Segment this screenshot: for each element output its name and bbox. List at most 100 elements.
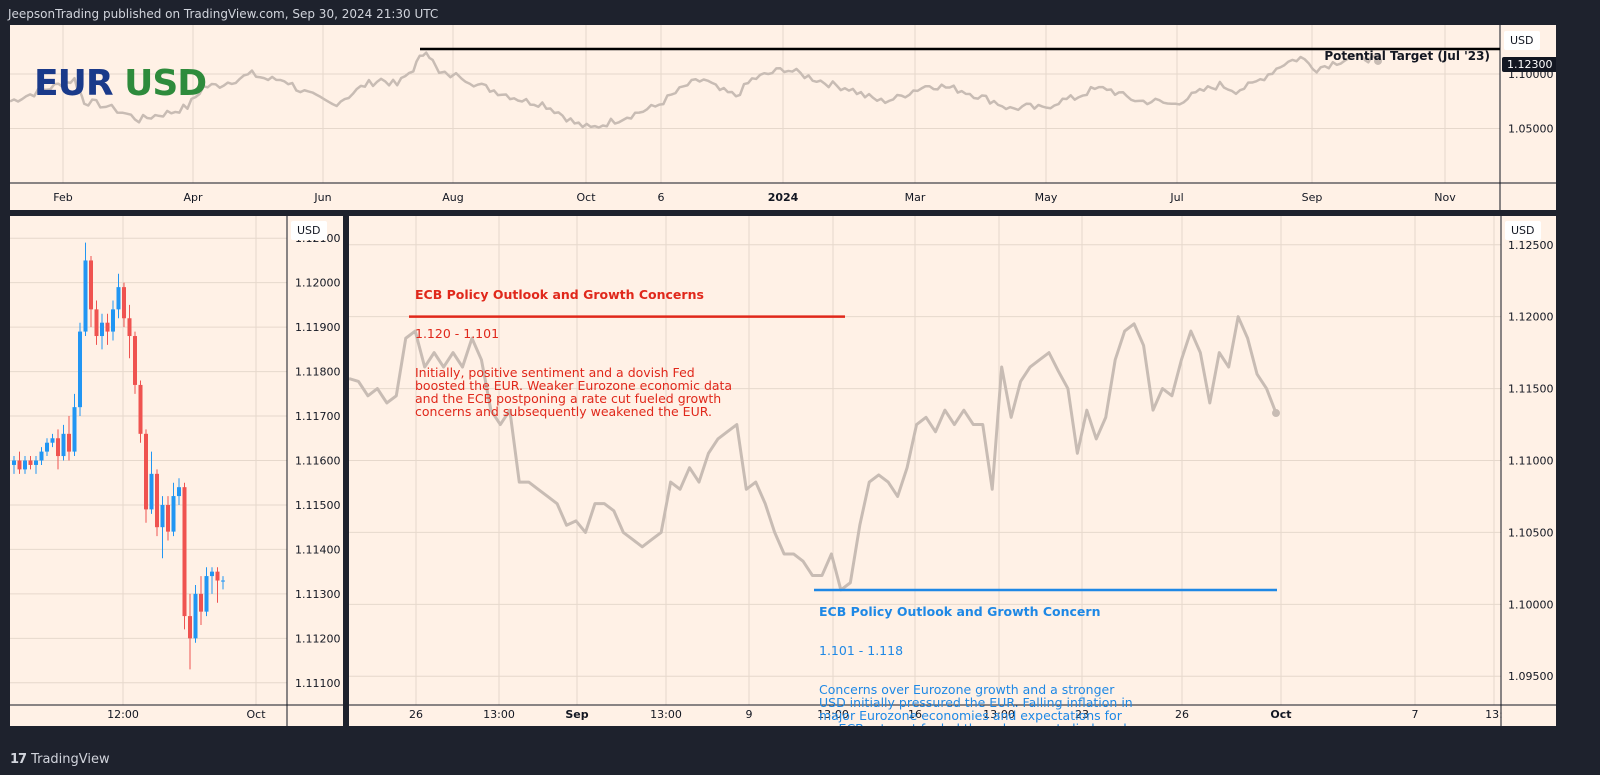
right-y-tick-label: 1.12000 xyxy=(1508,311,1554,324)
annotation-blue-title: ECB Policy Outlook and Growth Concern xyxy=(819,604,1101,619)
candle-body xyxy=(149,473,154,510)
right-x-tick-label: 9 xyxy=(746,708,753,721)
annotation-red-title: ECB Policy Outlook and Growth Concerns xyxy=(415,287,704,302)
top-x-tick-label: Sep xyxy=(1302,191,1323,204)
top-last-point xyxy=(1374,56,1382,65)
candle-body xyxy=(83,260,88,332)
left-x-tick-label: 12:00 xyxy=(107,708,139,721)
right-x-tick-label: 7 xyxy=(1412,708,1419,721)
right-y-tick-label: 1.12500 xyxy=(1508,239,1554,252)
top-x-tick-label: Oct xyxy=(576,191,596,204)
candle-body xyxy=(23,460,27,470)
left-y-tick-label: 1.11300 xyxy=(295,588,341,601)
candle-body xyxy=(105,322,110,332)
candle-body xyxy=(177,487,181,497)
candle-body xyxy=(56,438,60,457)
candle-body xyxy=(67,433,71,452)
target-price-badge: 1.12300 xyxy=(1502,57,1556,72)
candle-body xyxy=(199,593,203,612)
annotation-blue: ECB Policy Outlook and Growth Concern 1.… xyxy=(819,579,1133,726)
annotation-blue-body: Concerns over Eurozone growth and a stro… xyxy=(819,682,1133,726)
top-y-tick-label: 1.05000 xyxy=(1508,123,1554,136)
candle-body xyxy=(171,496,176,532)
candle-body xyxy=(210,571,214,577)
hourly-chart-pane[interactable]: 1.12500 1.12000 1.11500 1.11000 1.10500 1.100… xyxy=(349,216,1556,726)
top-x-tick-label: Apr xyxy=(183,191,203,204)
candle-body xyxy=(116,287,121,310)
candle-body xyxy=(34,460,38,465)
intraday-chart-pane[interactable]: 1.121001.120001.119001.118001.117001.116… xyxy=(10,216,343,726)
right-x-tick-label: 13:00 xyxy=(817,708,849,721)
annotation-blue-range: 1.101 - 1.118 xyxy=(819,643,904,658)
right-y-tick-label: 1.10500 xyxy=(1508,526,1554,539)
candle-body xyxy=(188,616,192,639)
publisher-header: JeepsonTrading published on TradingView.… xyxy=(8,7,439,21)
footer-brand-text: TradingView xyxy=(31,751,110,767)
top-currency-label[interactable]: USD xyxy=(1504,31,1540,50)
candle-body xyxy=(12,460,16,465)
right-x-tick-label: 13:00 xyxy=(983,708,1015,721)
left-y-tick-label: 1.11800 xyxy=(295,366,341,379)
top-x-tick-label: Feb xyxy=(53,191,72,204)
candle-body xyxy=(94,309,99,337)
left-y-tick-label: 1.11500 xyxy=(295,499,341,512)
candle-body xyxy=(17,460,22,470)
candle-body xyxy=(100,322,104,337)
right-x-tick-label: Sep xyxy=(565,708,588,721)
candle-body xyxy=(133,336,137,385)
left-currency-label[interactable]: USD xyxy=(291,221,327,240)
left-y-tick-label: 1.11900 xyxy=(295,321,341,334)
left-y-tick-label: 1.11600 xyxy=(295,455,341,468)
top-x-tick-label: Jul xyxy=(1169,191,1183,204)
top-x-tick-label: 2024 xyxy=(768,191,799,204)
left-y-tick-label: 1.11200 xyxy=(295,632,341,645)
candle-body xyxy=(122,287,126,319)
top-x-tick-label: Mar xyxy=(905,191,926,204)
symbol-base: EUR xyxy=(34,63,114,104)
candle-body xyxy=(50,438,55,443)
right-y-tick-label: 1.09500 xyxy=(1508,670,1554,683)
right-currency-label[interactable]: USD xyxy=(1505,221,1541,240)
top-x-tick-label: Aug xyxy=(442,191,463,204)
candle-body xyxy=(215,571,220,581)
overview-chart-svg: Feb Apr Jun Aug Oct 6 2024 Mar May Jul Sep Nov1.100… xyxy=(10,25,1556,210)
hourly-chart-svg: 1.12500 1.12000 1.11500 1.11000 1.10500 1.100… xyxy=(349,216,1556,726)
right-x-tick-label: 23 xyxy=(1075,708,1089,721)
right-x-tick-label: 26 xyxy=(1175,708,1189,721)
right-x-tick-label: Oct xyxy=(1270,708,1291,721)
candle-body xyxy=(144,433,148,510)
candle-body xyxy=(28,460,33,465)
candle-body xyxy=(221,580,225,582)
top-price-line xyxy=(10,51,1380,129)
candle-body xyxy=(166,504,170,532)
candle-body xyxy=(155,473,159,528)
annotation-red: ECB Policy Outlook and Growth Concerns 1… xyxy=(415,262,732,444)
left-y-tick-label: 1.11100 xyxy=(295,677,341,690)
top-x-tick-label: Nov xyxy=(1434,191,1456,204)
target-line-label: Potential Target (Jul '23) xyxy=(1324,49,1490,63)
footer-brand[interactable]: 17 TradingView xyxy=(10,748,110,770)
symbol-logo: EUR USD xyxy=(34,63,207,104)
right-y-tick-label: 1.11500 xyxy=(1508,383,1554,396)
left-y-tick-label: 1.11400 xyxy=(295,543,341,556)
candle-body xyxy=(39,451,44,461)
candle-body xyxy=(193,593,198,639)
right-y-tick-label: 1.11000 xyxy=(1508,455,1554,468)
candle-body xyxy=(127,318,132,337)
top-x-tick-label: May xyxy=(1035,191,1058,204)
right-price-line xyxy=(349,315,1278,592)
candle-body xyxy=(61,433,66,457)
overview-chart-pane[interactable]: Feb Apr Jun Aug Oct 6 2024 Mar May Jul Sep Nov 1.100… xyxy=(10,25,1556,210)
annotation-red-body: Initially, positive sentiment and a dovi… xyxy=(415,365,733,419)
intraday-chart-svg: 1.121001.120001.119001.118001.117001.116… xyxy=(10,216,343,726)
candle-body xyxy=(111,309,115,332)
right-x-tick-label: 26 xyxy=(409,708,423,721)
tradingview-logo-icon: 17 xyxy=(10,751,27,767)
candle-body xyxy=(138,384,143,434)
right-y-tick-label: 1.10000 xyxy=(1508,598,1554,611)
right-x-tick-label: 13: xyxy=(1485,708,1503,721)
candle-body xyxy=(72,407,77,452)
candle-body xyxy=(160,504,165,528)
left-x-tick-label: Oct xyxy=(246,708,266,721)
right-x-tick-label: 13:00 xyxy=(650,708,682,721)
